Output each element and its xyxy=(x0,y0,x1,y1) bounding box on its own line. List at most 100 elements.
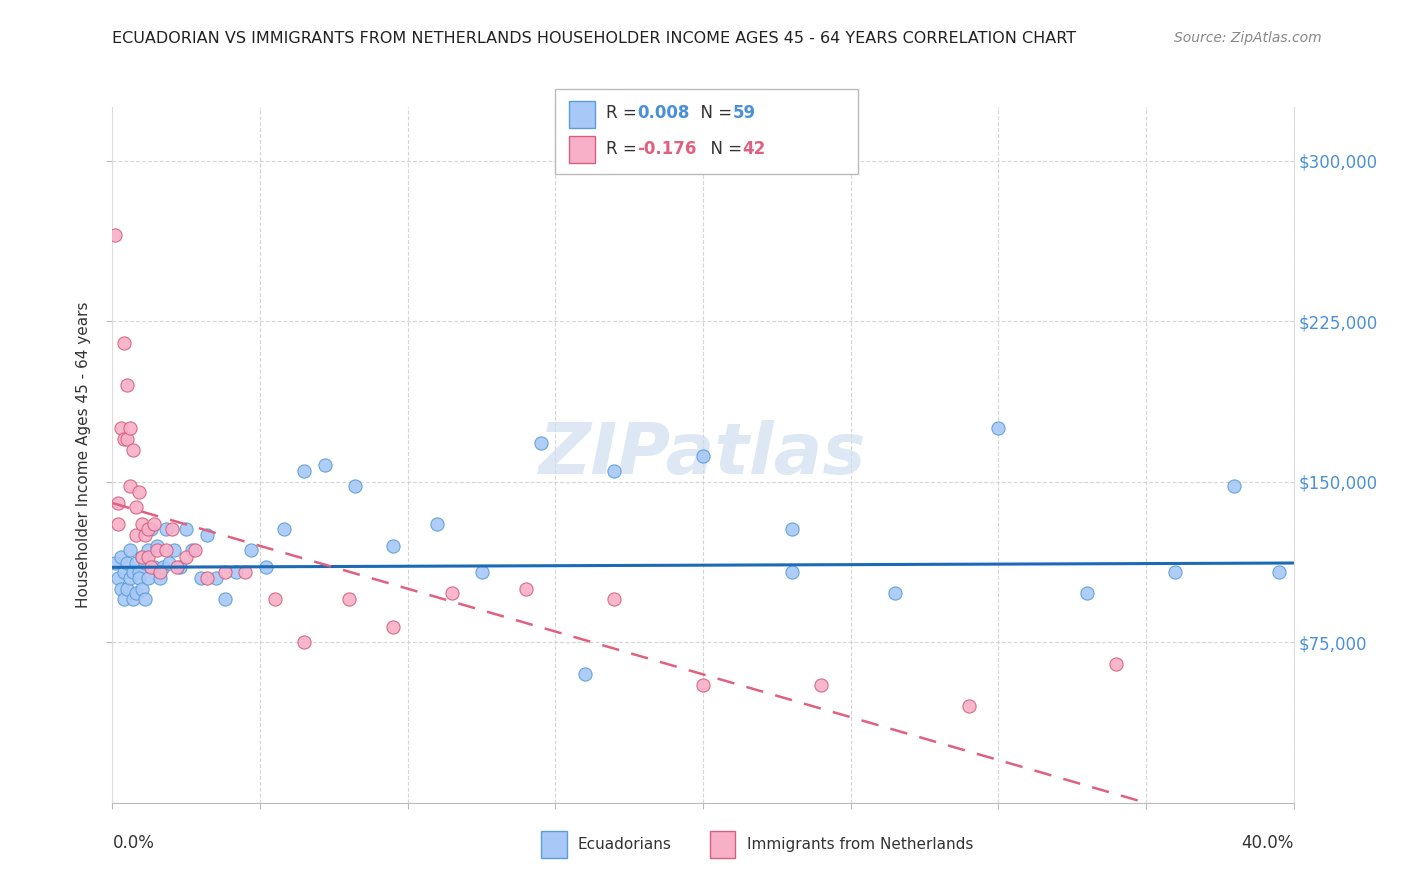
Point xyxy=(574,667,596,681)
Point xyxy=(343,479,366,493)
Point xyxy=(120,543,142,558)
Point xyxy=(529,436,551,450)
Point xyxy=(254,560,277,574)
Point xyxy=(107,517,129,532)
Point xyxy=(112,432,135,446)
Point xyxy=(314,458,336,472)
Point xyxy=(149,571,172,585)
Point xyxy=(139,522,162,536)
Point xyxy=(128,571,150,585)
Text: 40.0%: 40.0% xyxy=(1241,834,1294,852)
Point xyxy=(112,592,135,607)
Point xyxy=(1223,479,1246,493)
Point xyxy=(131,549,153,564)
Point xyxy=(240,543,263,558)
Point xyxy=(810,678,832,692)
Point xyxy=(181,543,204,558)
Text: Ecuadorians: Ecuadorians xyxy=(578,838,672,852)
Point xyxy=(110,421,132,435)
Text: 42: 42 xyxy=(742,140,766,158)
Point xyxy=(515,582,537,596)
Point xyxy=(125,556,148,570)
Y-axis label: Householder Income Ages 45 - 64 years: Householder Income Ages 45 - 64 years xyxy=(76,301,91,608)
Text: R =: R = xyxy=(606,140,643,158)
Text: N =: N = xyxy=(690,104,738,122)
Point xyxy=(146,539,169,553)
Point xyxy=(441,586,464,600)
Point xyxy=(157,556,180,570)
Point xyxy=(780,565,803,579)
Point xyxy=(136,522,159,536)
Point xyxy=(120,571,142,585)
Point xyxy=(117,432,138,446)
Point xyxy=(110,549,132,564)
Point xyxy=(104,228,127,243)
Text: N =: N = xyxy=(700,140,748,158)
Point xyxy=(1076,586,1098,600)
Point xyxy=(136,549,159,564)
Point xyxy=(382,620,405,634)
Point xyxy=(163,543,186,558)
Point xyxy=(174,522,197,536)
Point xyxy=(112,565,135,579)
Point xyxy=(692,678,714,692)
Point xyxy=(780,522,803,536)
Point xyxy=(470,565,494,579)
Point xyxy=(426,517,449,532)
Text: 0.0%: 0.0% xyxy=(112,834,155,852)
Point xyxy=(155,522,177,536)
Point xyxy=(117,378,138,392)
Point xyxy=(136,571,159,585)
Point xyxy=(273,522,295,536)
Text: Immigrants from Netherlands: Immigrants from Netherlands xyxy=(747,838,973,852)
Point xyxy=(603,464,626,478)
Point xyxy=(107,496,129,510)
Point xyxy=(136,543,159,558)
Point xyxy=(120,479,142,493)
Point xyxy=(603,592,626,607)
Point xyxy=(112,335,135,350)
Point xyxy=(125,500,148,515)
Point xyxy=(382,539,405,553)
Point xyxy=(233,565,256,579)
Point xyxy=(205,571,228,585)
Point xyxy=(174,549,197,564)
Point xyxy=(152,560,174,574)
Point xyxy=(117,556,138,570)
Point xyxy=(184,543,207,558)
Point xyxy=(155,543,177,558)
Point xyxy=(110,582,132,596)
Point xyxy=(149,565,172,579)
Point xyxy=(160,522,183,536)
Point xyxy=(264,592,287,607)
Point xyxy=(117,582,138,596)
Point xyxy=(128,565,150,579)
Point xyxy=(125,528,148,542)
Point xyxy=(131,582,153,596)
Point xyxy=(128,485,150,500)
Text: ZIPatlas: ZIPatlas xyxy=(540,420,866,490)
Point xyxy=(104,556,127,570)
Text: 0.008: 0.008 xyxy=(637,104,689,122)
Point xyxy=(692,449,714,463)
Point xyxy=(337,592,360,607)
Point xyxy=(166,560,188,574)
Point xyxy=(214,592,236,607)
Point xyxy=(195,571,218,585)
Point xyxy=(1105,657,1128,671)
Point xyxy=(122,442,145,457)
Point xyxy=(142,560,165,574)
Point xyxy=(225,565,247,579)
Point xyxy=(122,592,145,607)
Point xyxy=(987,421,1010,435)
Text: 59: 59 xyxy=(733,104,755,122)
Point xyxy=(146,543,169,558)
Text: -0.176: -0.176 xyxy=(637,140,696,158)
Point xyxy=(214,565,236,579)
Text: Source: ZipAtlas.com: Source: ZipAtlas.com xyxy=(1174,31,1322,45)
Point xyxy=(190,571,212,585)
Point xyxy=(131,549,153,564)
Text: R =: R = xyxy=(606,104,643,122)
Point xyxy=(134,592,156,607)
Point xyxy=(169,560,191,574)
